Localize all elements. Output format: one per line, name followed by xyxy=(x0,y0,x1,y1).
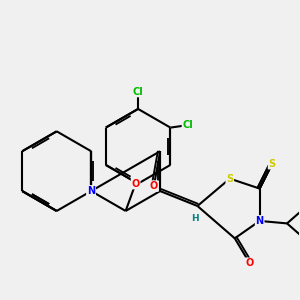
Text: O: O xyxy=(246,258,254,268)
Text: Cl: Cl xyxy=(182,120,193,130)
Text: N: N xyxy=(87,186,95,196)
Text: H: H xyxy=(191,214,199,223)
Text: O: O xyxy=(131,178,140,189)
Text: S: S xyxy=(268,159,276,169)
Text: S: S xyxy=(226,174,233,184)
Text: O: O xyxy=(150,181,158,191)
Text: Cl: Cl xyxy=(133,86,143,97)
Text: N: N xyxy=(87,186,95,196)
Text: N: N xyxy=(256,216,264,226)
